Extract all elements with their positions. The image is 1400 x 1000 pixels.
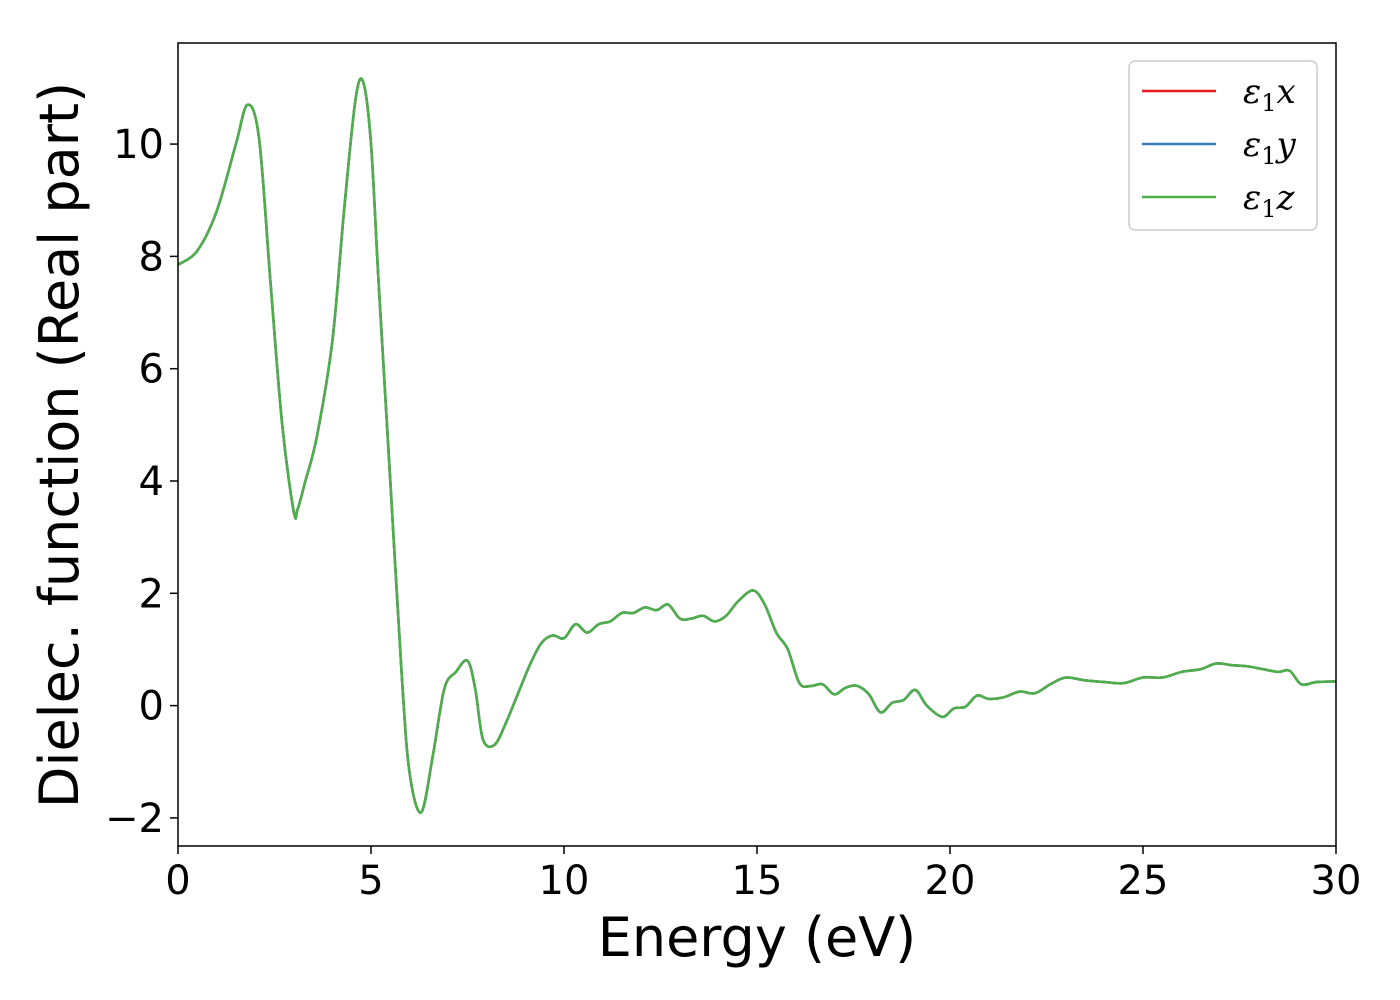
y-tick-label: 4	[139, 459, 164, 505]
legend-box	[1128, 60, 1318, 231]
y-tick-label: 10	[113, 122, 164, 168]
y-tick-label: 0	[139, 684, 164, 730]
legend-label-z: ε1z	[1243, 178, 1296, 223]
x-tick-label: 30	[1311, 858, 1362, 904]
legend-label-y: ε1y	[1243, 125, 1297, 170]
x-tick-label: 10	[539, 858, 590, 904]
y-axis-ticks: −2 0 2 4 6 8 10	[105, 122, 178, 842]
series-line-z	[177, 77, 1337, 814]
x-tick-label: 5	[358, 858, 383, 904]
x-axis-ticks: 0 5 10 15 20 25 30	[165, 846, 1361, 904]
x-axis-title: Energy (eV)	[598, 906, 917, 969]
y-axis-title: Dielec. function (Real part)	[28, 82, 91, 808]
x-tick-label: 20	[925, 858, 976, 904]
legend-label-x: ε1x	[1243, 72, 1296, 117]
y-tick-label: −2	[105, 796, 164, 842]
y-tick-label: 2	[139, 571, 164, 617]
x-tick-label: 0	[165, 858, 190, 904]
y-tick-label: 6	[139, 347, 164, 393]
plot-lines	[177, 77, 1337, 814]
x-tick-label: 25	[1118, 858, 1169, 904]
x-tick-label: 15	[732, 858, 783, 904]
legend: ε1x ε1y ε1z	[1128, 60, 1318, 231]
y-tick-label: 8	[139, 234, 164, 280]
